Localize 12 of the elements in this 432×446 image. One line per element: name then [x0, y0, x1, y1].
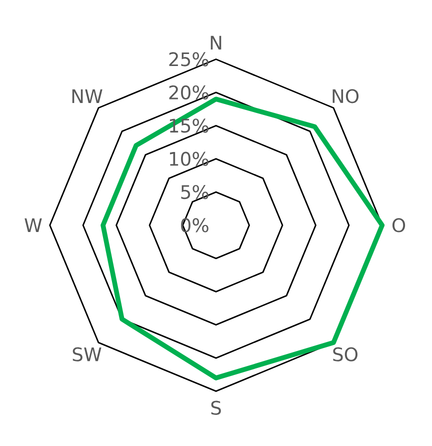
spoke-label: O — [392, 218, 406, 232]
spoke-label: SO — [333, 347, 358, 362]
spoke-label: S — [211, 400, 221, 415]
spoke-label: NO — [332, 89, 359, 104]
y-tick-label: 25% — [169, 52, 208, 66]
spoke-label: W — [24, 218, 42, 232]
spoke-label: SW — [72, 347, 102, 362]
spoke-label: NW — [72, 89, 102, 103]
spoke-label: N — [210, 36, 222, 50]
y-tick-label: 20% — [169, 85, 208, 100]
y-tick-label: 10% — [170, 152, 208, 166]
y-tick-label: 5% — [181, 184, 208, 200]
